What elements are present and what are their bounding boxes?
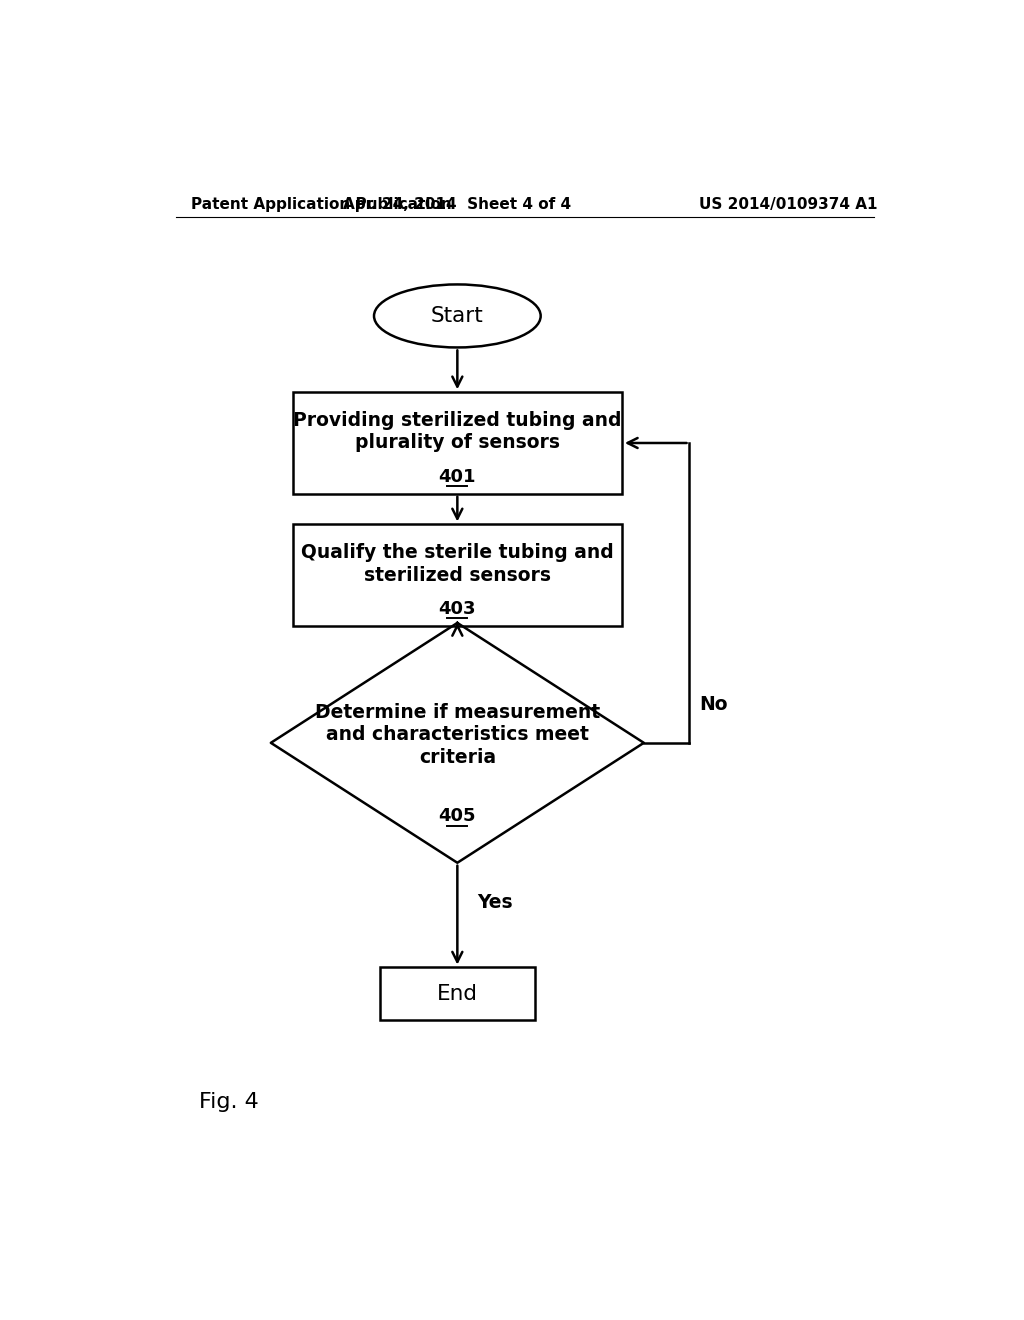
Text: Fig. 4: Fig. 4: [200, 1092, 259, 1111]
Ellipse shape: [374, 284, 541, 347]
Text: Apr. 24, 2014  Sheet 4 of 4: Apr. 24, 2014 Sheet 4 of 4: [343, 197, 571, 211]
Text: Providing sterilized tubing and: Providing sterilized tubing and: [293, 411, 622, 430]
Text: plurality of sensors: plurality of sensors: [355, 433, 560, 453]
Text: criteria: criteria: [419, 747, 496, 767]
Text: and characteristics meet: and characteristics meet: [326, 725, 589, 744]
Text: 405: 405: [438, 807, 476, 825]
Text: Determine if measurement: Determine if measurement: [314, 702, 600, 722]
Bar: [293, 392, 622, 494]
Text: 403: 403: [438, 599, 476, 618]
Text: Qualify the sterile tubing and: Qualify the sterile tubing and: [301, 544, 613, 562]
Text: Start: Start: [431, 306, 483, 326]
Text: US 2014/0109374 A1: US 2014/0109374 A1: [699, 197, 878, 211]
Text: Yes: Yes: [477, 894, 513, 912]
Text: End: End: [437, 983, 478, 1005]
Text: sterilized sensors: sterilized sensors: [364, 566, 551, 585]
Text: No: No: [699, 694, 727, 714]
Bar: [380, 968, 535, 1020]
Bar: [293, 524, 622, 626]
Text: Patent Application Publication: Patent Application Publication: [191, 197, 453, 211]
Text: 401: 401: [438, 467, 476, 486]
